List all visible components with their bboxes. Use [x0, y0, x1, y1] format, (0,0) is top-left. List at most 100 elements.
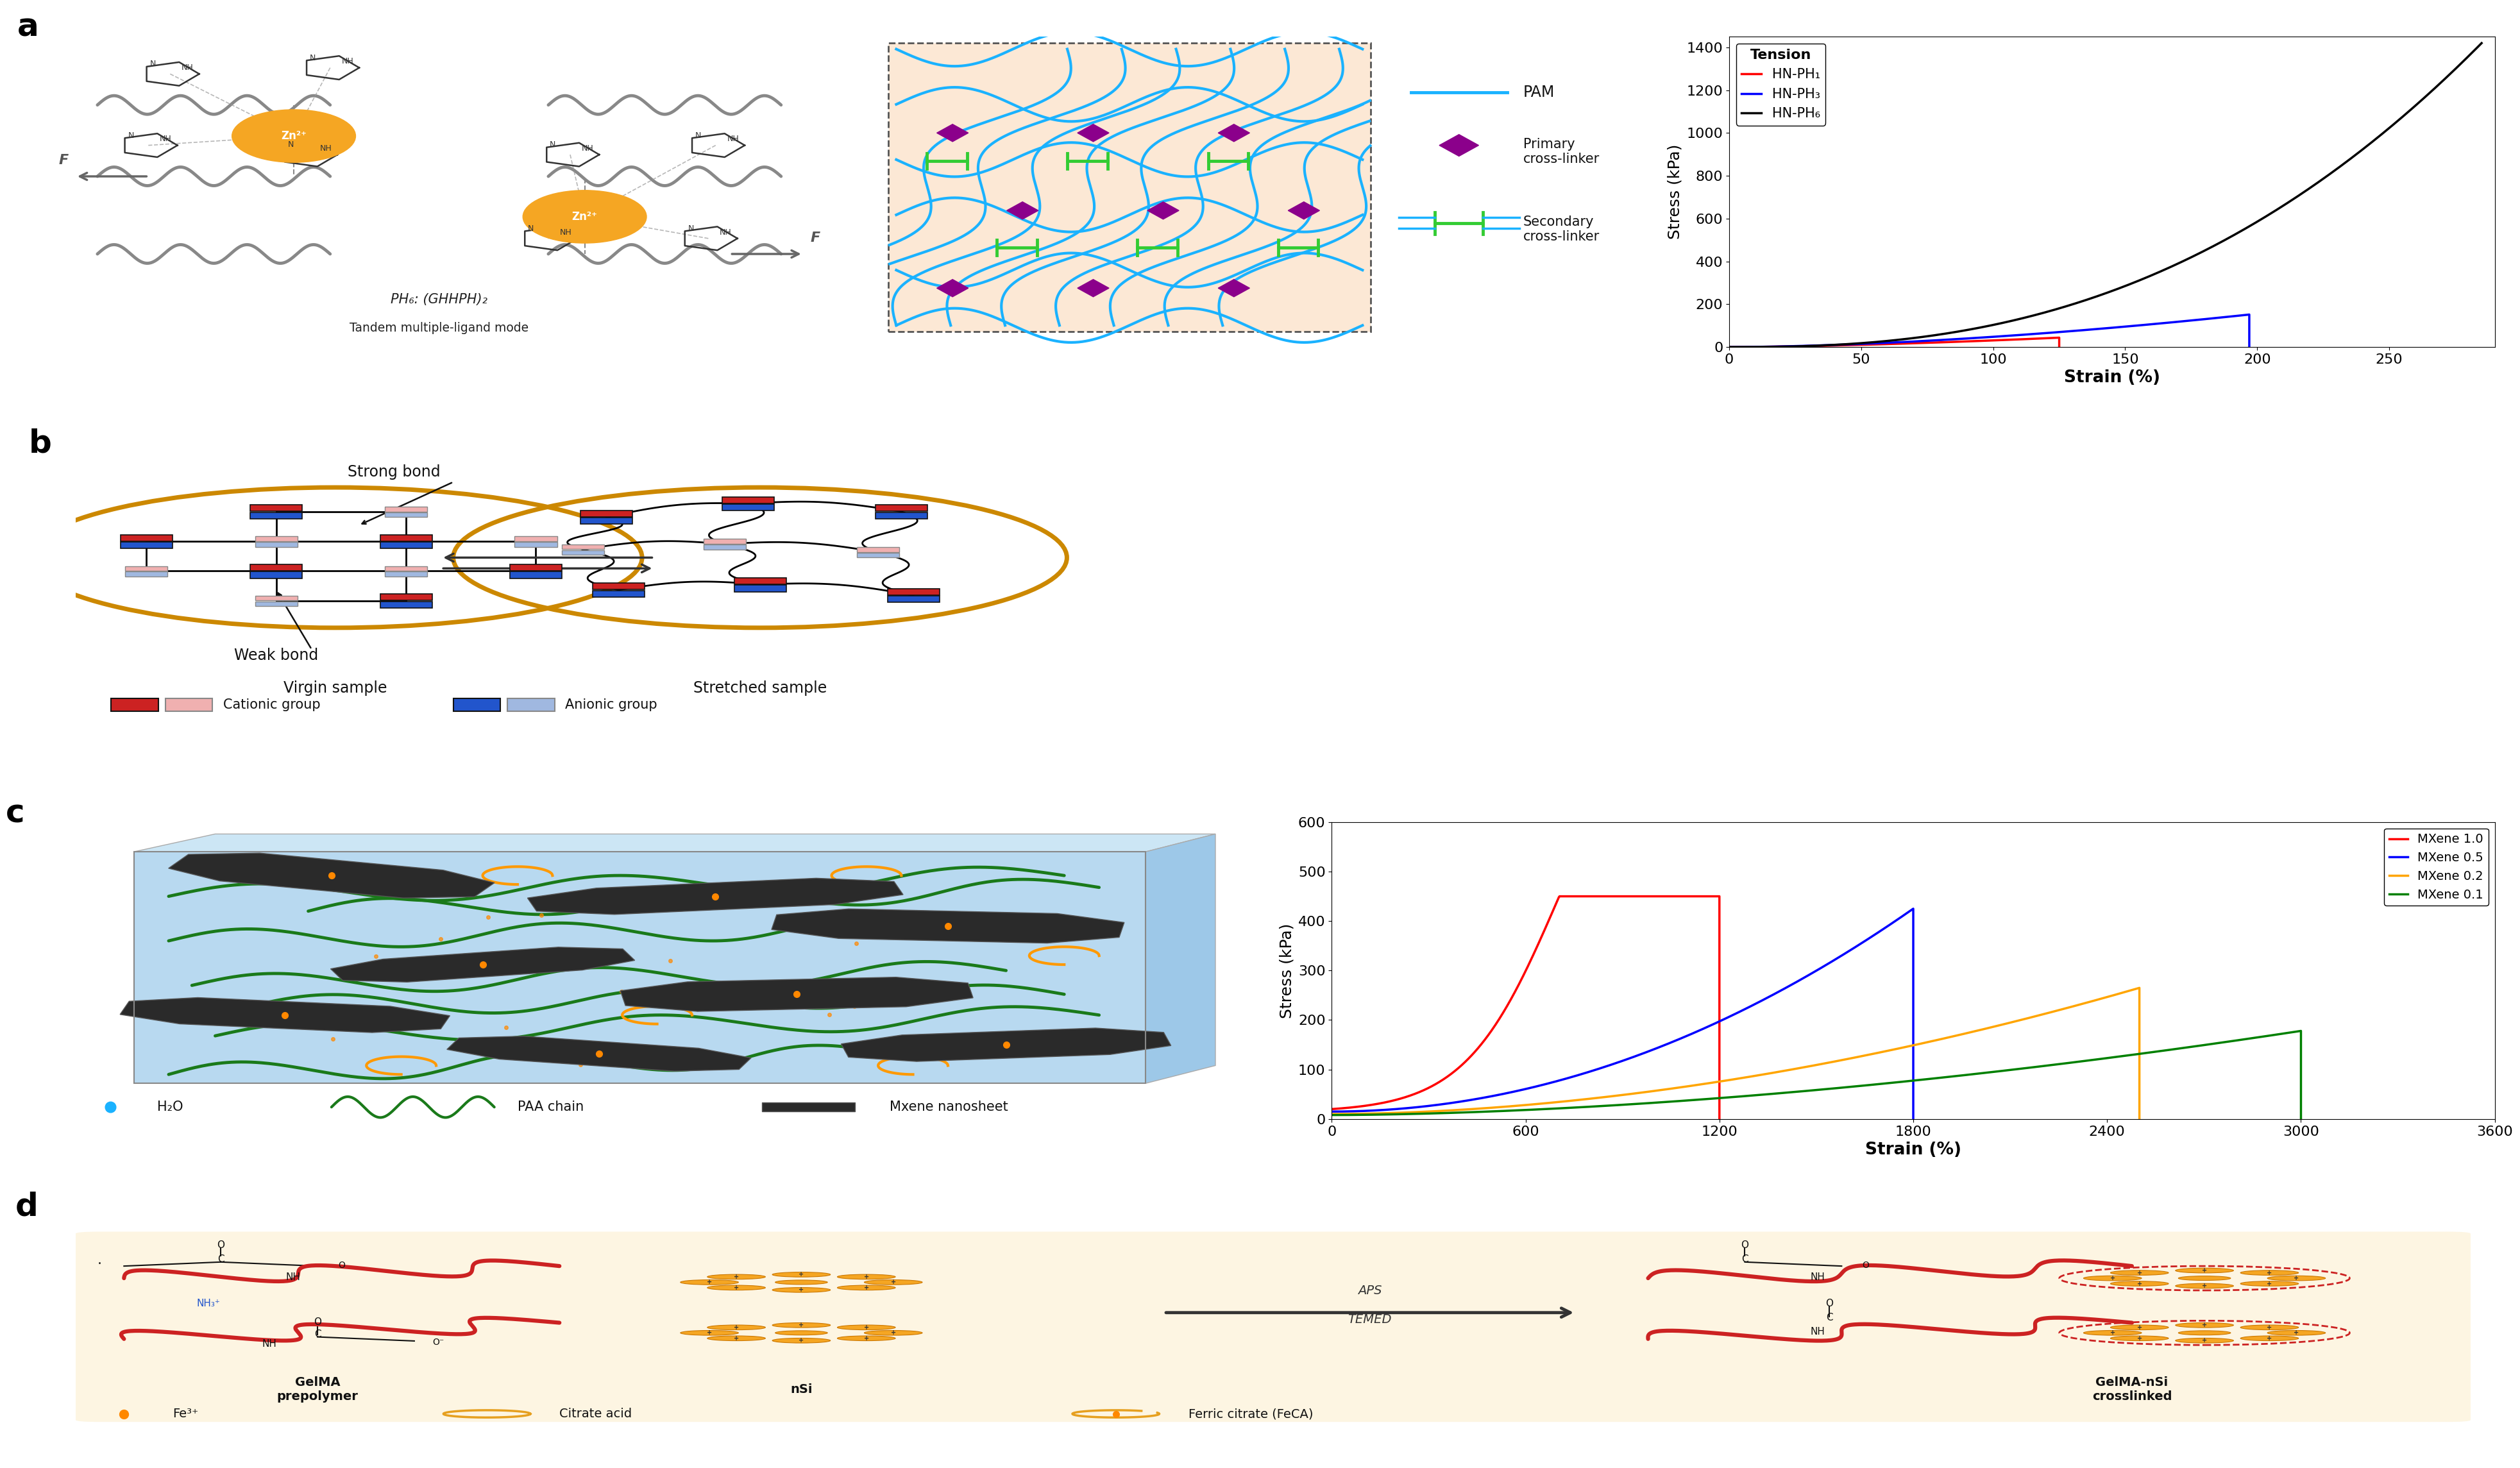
Text: +: +	[2268, 1270, 2273, 1276]
Polygon shape	[1439, 135, 1479, 156]
Bar	[592, 583, 645, 590]
Text: O: O	[338, 1261, 345, 1270]
Text: +: +	[2293, 1276, 2298, 1282]
Text: b: b	[28, 429, 50, 459]
Text: O: O	[1741, 1240, 1749, 1249]
Text: APS: APS	[1358, 1284, 1381, 1296]
Bar	[381, 595, 431, 600]
Bar	[723, 496, 774, 504]
Text: Cationic group: Cationic group	[224, 699, 320, 712]
Circle shape	[771, 1323, 832, 1327]
Bar	[121, 542, 171, 549]
Circle shape	[708, 1326, 766, 1330]
Text: Mxene nanosheet: Mxene nanosheet	[890, 1101, 1008, 1114]
Bar	[386, 567, 428, 571]
Text: +: +	[2109, 1276, 2114, 1282]
Bar	[386, 506, 428, 511]
Text: C: C	[1827, 1312, 1832, 1323]
Bar	[562, 550, 605, 555]
X-axis label: Strain (%): Strain (%)	[1865, 1142, 1961, 1158]
Text: +: +	[706, 1330, 713, 1336]
Polygon shape	[771, 909, 1124, 942]
Circle shape	[837, 1286, 895, 1290]
Circle shape	[837, 1336, 895, 1340]
Polygon shape	[330, 947, 635, 982]
Polygon shape	[121, 998, 451, 1032]
Text: ·: ·	[98, 1258, 101, 1271]
Text: +: +	[2137, 1324, 2142, 1330]
Legend: MXene 1.0, MXene 0.5, MXene 0.2, MXene 0.1: MXene 1.0, MXene 0.5, MXene 0.2, MXene 0…	[2384, 828, 2490, 906]
Text: a: a	[18, 12, 40, 43]
Text: +: +	[2137, 1270, 2142, 1276]
Text: Primary
cross-linker: Primary cross-linker	[1522, 138, 1600, 166]
Circle shape	[771, 1273, 832, 1277]
Text: O⁻: O⁻	[433, 1337, 444, 1348]
Y-axis label: Stress (kPa): Stress (kPa)	[1280, 923, 1295, 1019]
Bar	[507, 699, 554, 712]
Text: N: N	[129, 131, 134, 139]
Bar	[255, 542, 297, 546]
Circle shape	[232, 110, 355, 163]
Text: +: +	[864, 1274, 869, 1280]
Text: Citrate acid: Citrate acid	[559, 1408, 633, 1420]
Text: F: F	[809, 232, 819, 244]
Circle shape	[2109, 1282, 2170, 1286]
Bar	[255, 536, 297, 542]
Polygon shape	[527, 878, 902, 915]
Text: Secondary
cross-linker: Secondary cross-linker	[1522, 216, 1600, 244]
Text: +: +	[864, 1334, 869, 1342]
Bar	[723, 504, 774, 511]
Bar	[249, 512, 302, 518]
Text: NH: NH	[262, 1339, 277, 1349]
Bar	[592, 590, 645, 597]
FancyBboxPatch shape	[76, 1232, 2470, 1422]
Bar	[580, 518, 633, 524]
Circle shape	[2109, 1336, 2170, 1340]
Bar	[509, 571, 562, 578]
Bar	[386, 571, 428, 577]
Text: +: +	[864, 1284, 869, 1290]
Bar	[255, 596, 297, 600]
Text: F: F	[58, 154, 68, 166]
X-axis label: Strain (%): Strain (%)	[2064, 370, 2160, 386]
Bar	[381, 534, 431, 542]
Circle shape	[776, 1280, 827, 1284]
Text: GelMA-nSi
crosslinked: GelMA-nSi crosslinked	[2092, 1377, 2172, 1403]
Text: N: N	[549, 141, 557, 148]
Text: +: +	[706, 1279, 713, 1286]
Bar	[857, 548, 900, 552]
Text: N: N	[149, 60, 156, 68]
Circle shape	[2175, 1339, 2233, 1343]
Circle shape	[2109, 1326, 2170, 1330]
Circle shape	[864, 1330, 922, 1336]
Bar	[733, 586, 786, 592]
Text: O: O	[312, 1317, 323, 1327]
Polygon shape	[446, 1036, 751, 1072]
Text: N: N	[310, 54, 315, 62]
Polygon shape	[937, 125, 968, 141]
Polygon shape	[1147, 834, 1215, 1083]
Circle shape	[2175, 1283, 2233, 1289]
Circle shape	[708, 1336, 766, 1340]
Text: NH: NH	[285, 1273, 300, 1282]
Polygon shape	[1005, 201, 1038, 219]
Circle shape	[2084, 1330, 2142, 1336]
Bar	[877, 512, 927, 518]
Bar	[887, 589, 940, 595]
Text: nSi: nSi	[791, 1383, 811, 1396]
Text: +: +	[890, 1330, 897, 1336]
Text: PH₆: (GHHPH)₂: PH₆: (GHHPH)₂	[391, 294, 489, 307]
Text: +: +	[2202, 1283, 2208, 1289]
Bar	[381, 542, 431, 549]
Text: N: N	[696, 131, 701, 139]
Circle shape	[2175, 1323, 2233, 1327]
Text: +: +	[890, 1279, 897, 1286]
Bar	[514, 542, 557, 546]
Polygon shape	[842, 1028, 1172, 1061]
Polygon shape	[1079, 125, 1109, 141]
Bar	[126, 571, 169, 577]
Text: O: O	[217, 1240, 224, 1249]
Bar	[249, 571, 302, 578]
Text: N: N	[527, 225, 534, 233]
Text: NH: NH	[1809, 1327, 1824, 1337]
